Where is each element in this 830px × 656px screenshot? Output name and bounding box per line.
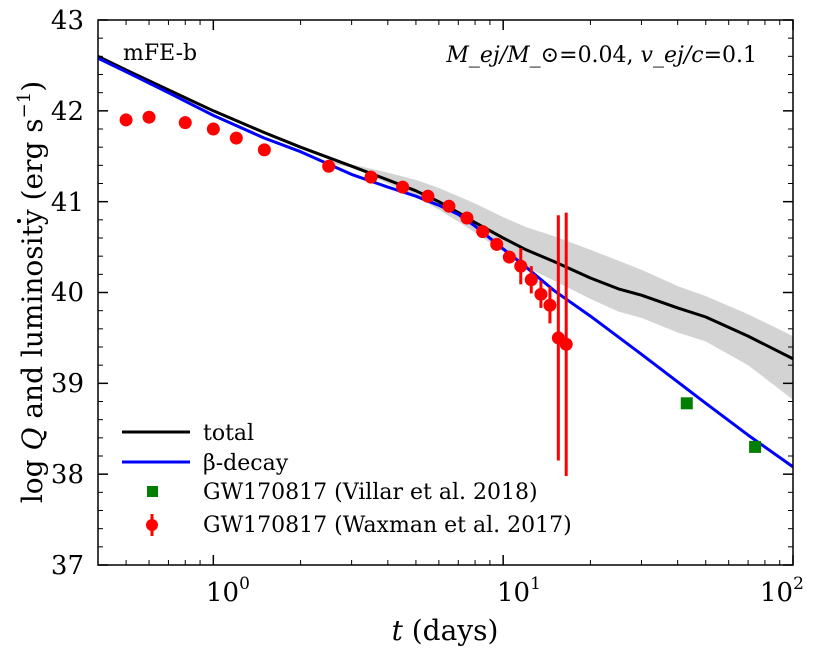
waxman-data-point (119, 113, 133, 127)
markers-layer (119, 110, 762, 476)
x-tick-label: 101 (497, 574, 541, 608)
waxman-data-point (476, 225, 490, 239)
svg-text:log Q and luminosity (erg s−1): log Q and luminosity (erg s−1) (14, 81, 49, 503)
waxman-data-point (534, 287, 548, 301)
y-tick-labels: 37 38 39 40 41 42 43 (51, 6, 84, 581)
waxman-data-point (559, 337, 573, 351)
y-tick-label: 38 (51, 460, 84, 490)
waxman-data-point (514, 259, 528, 273)
waxman-data-point (502, 250, 516, 264)
waxman-data-point (142, 110, 156, 124)
legend-label-beta-decay: β-decay (203, 451, 289, 476)
waxman-data-point (524, 273, 538, 287)
legend-label-total: total (203, 421, 254, 446)
legend-label-waxman: GW170817 (Waxman et al. 2017) (203, 513, 572, 538)
y-tick-label: 42 (51, 97, 84, 127)
legend-label-villar: GW170817 (Villar et al. 2018) (203, 480, 538, 505)
waxman-data-point (421, 189, 435, 203)
villar-data-point (680, 397, 693, 410)
waxman-data-point (442, 199, 456, 213)
waxman-data-point (178, 116, 192, 130)
y-tick-label: 37 (51, 551, 84, 581)
uncertainty-band (328, 160, 793, 400)
waxman-data-point (543, 298, 557, 312)
x-tick-label: 102 (760, 574, 804, 608)
x-tick-labels: 100 101 102 (206, 574, 804, 608)
waxman-data-point (322, 159, 336, 173)
y-tick-label: 39 (51, 369, 84, 399)
legend: total β-decay GW170817 (Villar et al. 20… (122, 421, 572, 538)
legend-marker-waxman (146, 519, 158, 531)
waxman-data-point (229, 131, 243, 145)
waxman-data-point (206, 122, 220, 136)
waxman-data-point (396, 180, 410, 194)
waxman-data-point (490, 237, 504, 251)
y-tick-label: 43 (51, 6, 84, 36)
x-tick-label: 100 (206, 574, 250, 608)
y-tick-label: 41 (51, 188, 84, 218)
model-annotation: mFE-b (123, 41, 197, 66)
legend-marker-villar (147, 486, 158, 497)
villar-data-point (749, 440, 762, 453)
waxman-data-point (257, 143, 271, 157)
waxman-data-point (460, 211, 474, 225)
uncertainty-band-layer (328, 160, 793, 400)
waxman-data-point (364, 170, 378, 184)
parameter-annotation: M_ej/M_⊙=0.04, v_ej/c=0.1 (445, 43, 757, 68)
q-dot-accent (17, 219, 21, 223)
y-axis-label: log Q and luminosity (erg s−1) (14, 81, 49, 503)
x-axis-label: t (days) (392, 614, 499, 647)
y-tick-label: 40 (51, 278, 84, 308)
axis-ticks-layer (97, 19, 794, 566)
